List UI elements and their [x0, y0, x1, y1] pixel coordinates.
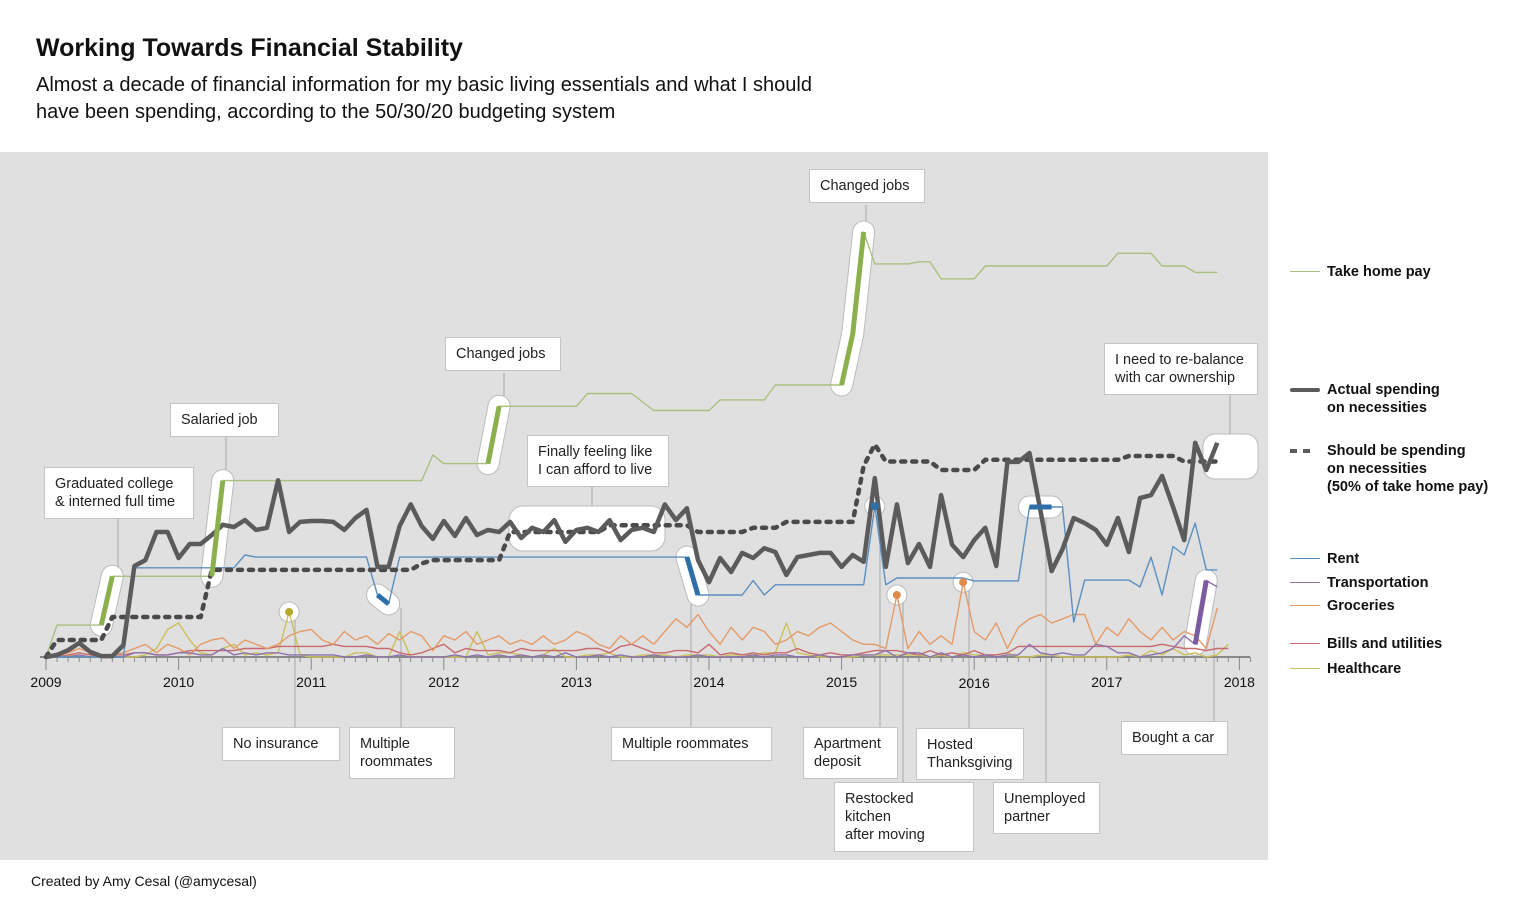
legend-label: Take home pay	[1327, 264, 1431, 280]
x-tick-labels: 2009 2010 2011 2012 2013 2014 2015 2016 2017 2018	[30, 674, 1255, 691]
highlight-segment	[375, 593, 391, 606]
x-tick-label: 2015	[826, 674, 857, 690]
highlight-segment	[839, 231, 867, 386]
series-line-take-home-pay	[45, 231, 1218, 658]
x-tick-label: 2018	[1224, 674, 1255, 690]
legend-swatch	[1290, 582, 1320, 583]
annotation-box: Hosted Thanksgiving	[916, 728, 1024, 780]
legend-label: Healthcare	[1327, 661, 1402, 677]
legend-item: Transportation	[1290, 574, 1429, 592]
legend-swatch	[1290, 643, 1320, 644]
legend-swatch	[1290, 605, 1320, 606]
highlight-dot	[892, 590, 901, 599]
highlight-segment	[1192, 580, 1209, 645]
legend-swatch	[1290, 449, 1316, 453]
x-tick-label: 2016	[959, 675, 990, 691]
legend-item: Actual spending on necessities	[1290, 381, 1440, 417]
legend-item: Should be spending on necessities (50% o…	[1290, 442, 1488, 496]
annotation-box: Apartment deposit	[803, 727, 898, 779]
highlight-dot	[959, 578, 968, 587]
legend-swatch	[1290, 388, 1320, 392]
x-tick-label: 2011	[296, 674, 326, 690]
annotation-box: I need to re-balance with car ownership	[1104, 343, 1258, 395]
x-tick-label: 2017	[1091, 674, 1122, 690]
x-tick-label: 2012	[428, 674, 459, 690]
highlight-segment	[684, 556, 701, 596]
legend-label: Groceries	[1327, 598, 1395, 614]
legend-label: Should be spending on necessities (50% o…	[1327, 443, 1489, 495]
annotation-box: Finally feeling like I can afford to liv…	[527, 435, 669, 487]
series-line-groceries	[45, 581, 1218, 658]
x-tick-label: 2013	[561, 674, 592, 690]
series-line-actual-spending-on-necessities	[45, 440, 1220, 660]
x-axis	[40, 656, 1251, 670]
chart-title: Working Towards Financial Stability	[36, 34, 463, 62]
series-lines	[43, 231, 1229, 660]
highlight-dot	[870, 502, 879, 511]
legend-item: Bills and utilities	[1290, 635, 1442, 653]
annotation-box: Changed jobs	[445, 337, 561, 371]
legend-swatch	[1290, 271, 1320, 272]
legend-swatch	[1290, 668, 1320, 669]
legend-label: Rent	[1327, 551, 1360, 567]
legend-label: Actual spending on necessities	[1327, 382, 1440, 416]
annotation-box: Unemployed partner	[993, 782, 1100, 834]
credit-footer: Created by Amy Cesal (@amycesal)	[31, 873, 257, 889]
annotation-box: Graduated college & interned full time	[44, 467, 194, 519]
annotation-box: Changed jobs	[809, 169, 925, 203]
series-line-should-be-spending-on-necessities-50-of-take-home-pay	[43, 442, 1220, 660]
annotation-box: Multiple roommates	[611, 727, 772, 761]
highlight-segment	[98, 575, 115, 626]
annotation-leaders	[117, 205, 1231, 782]
legend-label: Bills and utilities	[1327, 636, 1443, 652]
highlight-segment	[209, 480, 226, 577]
x-tick-label: 2014	[693, 674, 724, 690]
annotation-box: Restocked kitchen after moving	[834, 782, 974, 852]
highlight-dot	[285, 607, 294, 616]
legend-item: Take home pay	[1290, 263, 1431, 281]
legend-swatch	[1290, 558, 1320, 559]
annotation-box: Multiple roommates	[349, 727, 455, 779]
highlight-segment	[485, 405, 502, 465]
highlight-segments	[98, 231, 1209, 645]
legend-item: Healthcare	[1290, 660, 1401, 678]
annotation-box: No insurance	[222, 727, 340, 761]
annotation-box: Salaried job	[170, 403, 279, 437]
chart-subtitle: Almost a decade of financial information…	[36, 74, 812, 123]
annotation-box: Bought a car	[1121, 721, 1228, 755]
legend-item: Rent	[1290, 550, 1359, 568]
series-line-transportation	[46, 579, 1218, 658]
x-tick-label: 2010	[163, 674, 194, 690]
x-tick-label: 2009	[30, 674, 61, 690]
series-line-rent	[46, 505, 1218, 658]
legend-item: Groceries	[1290, 597, 1395, 615]
legend-label: Transportation	[1327, 575, 1429, 591]
